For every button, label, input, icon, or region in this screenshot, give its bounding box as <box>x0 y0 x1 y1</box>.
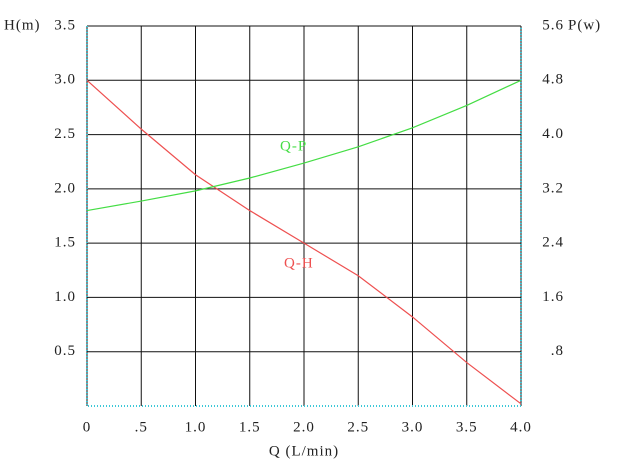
x-tick-label: 0 <box>83 419 92 435</box>
y-tick-label: 3.5 <box>54 17 76 33</box>
y-tick-label: 0.5 <box>54 343 76 359</box>
x-tick-label: 1.0 <box>185 419 207 435</box>
y2-tick-label: 5.6 <box>542 17 564 33</box>
x-tick-label: 2.0 <box>293 419 315 435</box>
y2-tick-label: 3.2 <box>542 180 564 196</box>
x-tick-label: 1.5 <box>239 419 261 435</box>
y-axis-label: H(m) <box>4 17 41 33</box>
x-tick-label: 2.5 <box>347 419 369 435</box>
y2-tick-label: 4.0 <box>542 126 564 142</box>
series-line <box>86 79 522 405</box>
plot-frame <box>86 26 522 407</box>
y2-axis-label: P(w) <box>568 17 601 33</box>
y-tick-label: 2.0 <box>54 180 76 196</box>
series-label: Q-P <box>280 138 307 154</box>
x-tick-label: 3.5 <box>456 419 478 435</box>
y-tick-label: 1.5 <box>54 235 76 251</box>
y-tick-label: 2.5 <box>54 126 76 142</box>
y2-tick-label: 4.8 <box>542 72 564 88</box>
series-label: Q-H <box>284 255 314 271</box>
x-axis-label: Q (L/min) <box>269 443 339 459</box>
y2-tick-label: 1.6 <box>542 289 564 305</box>
y-tick-label: 1.0 <box>54 289 76 305</box>
x-tick-label: 4.0 <box>510 419 532 435</box>
y-tick-label: 3.0 <box>54 72 76 88</box>
x-tick-label: .5 <box>135 419 148 435</box>
y2-tick-label: .8 <box>551 343 564 359</box>
x-tick-label: 3.0 <box>402 419 424 435</box>
y2-tick-label: 2.4 <box>542 235 564 251</box>
series-line <box>86 79 522 212</box>
